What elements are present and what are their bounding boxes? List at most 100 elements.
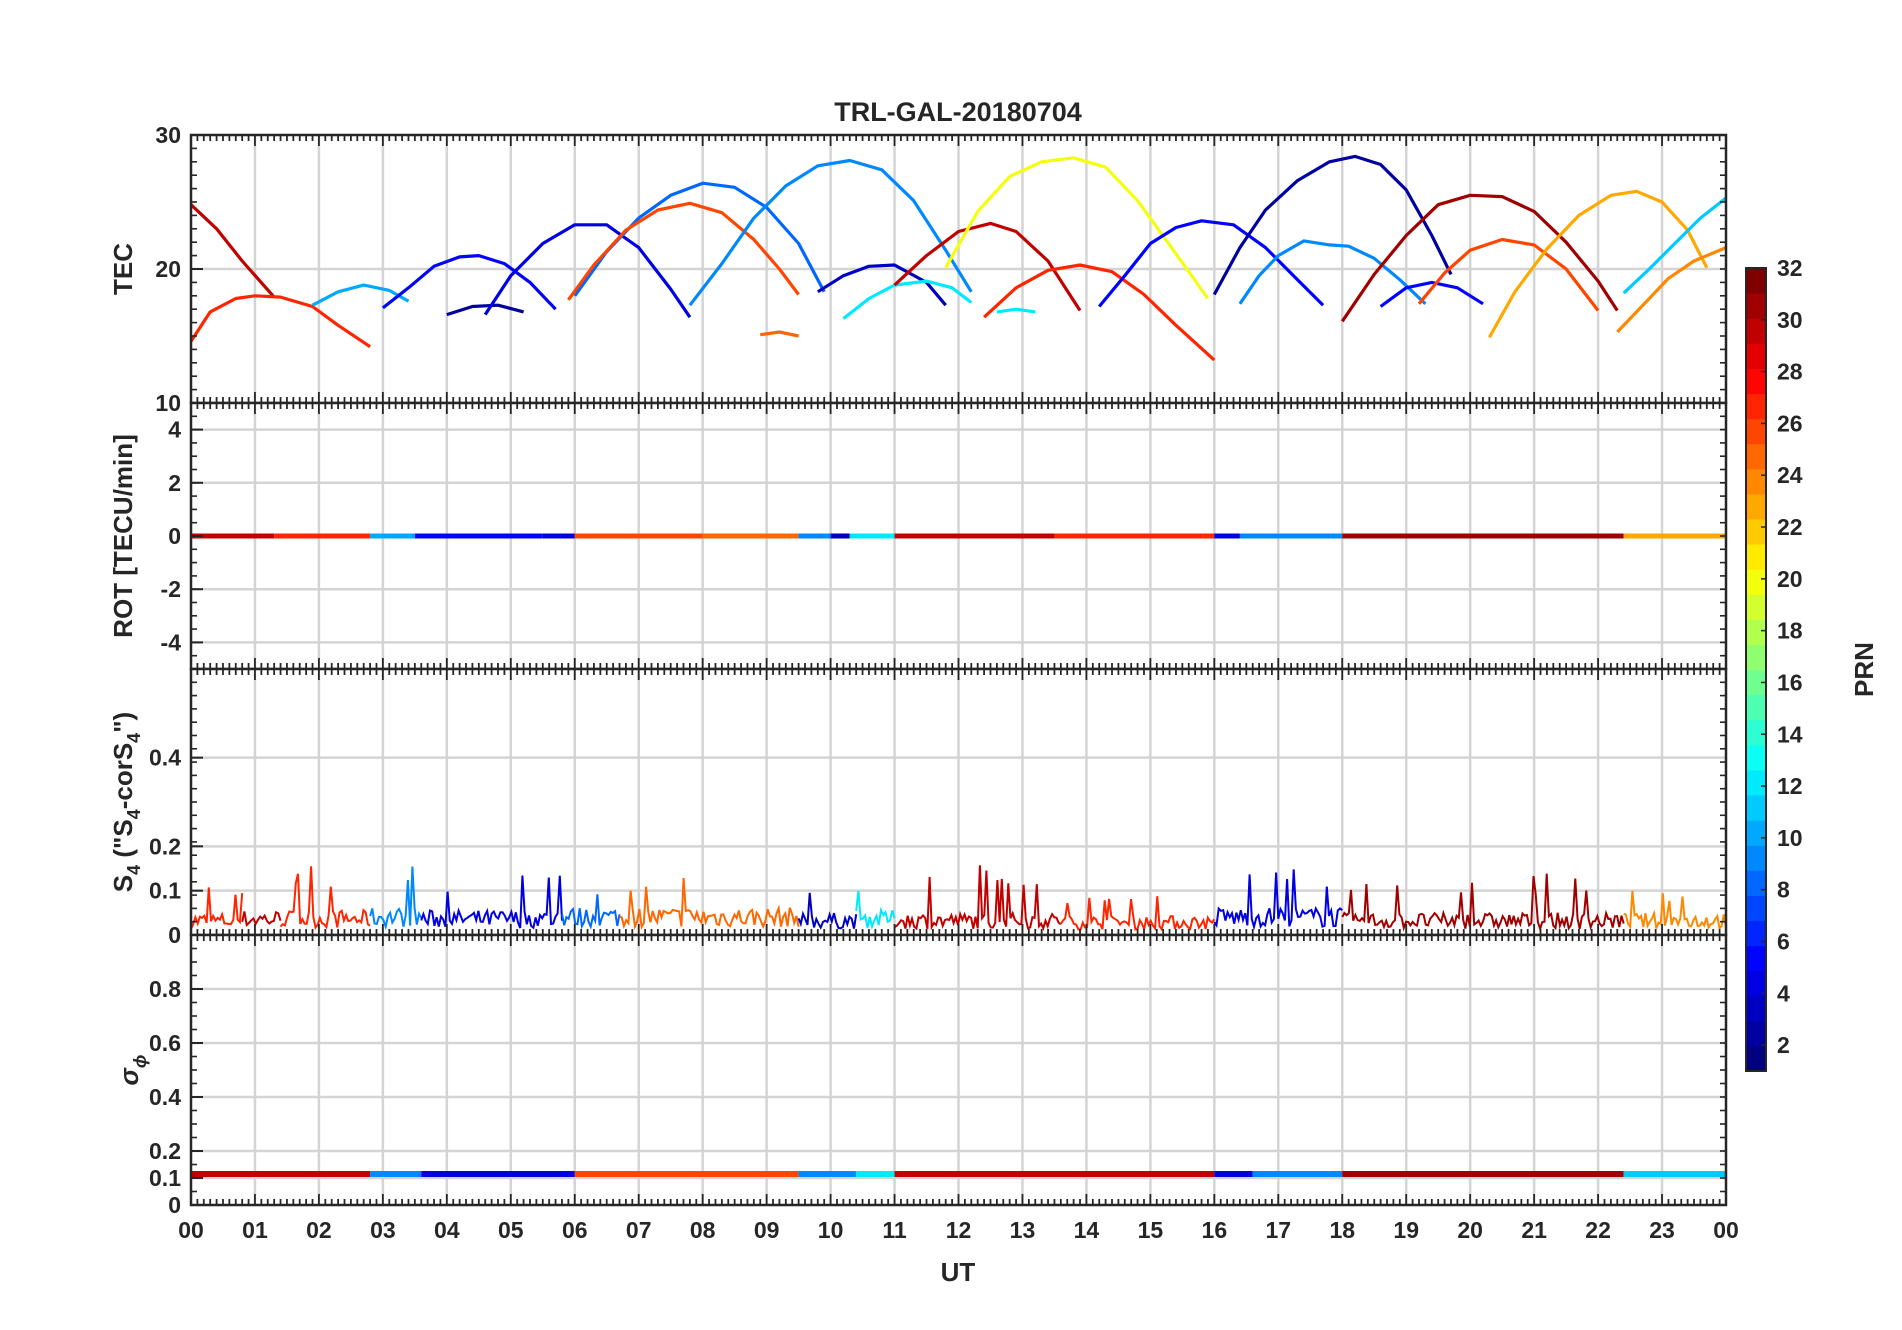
colorbar-swatch: [1746, 870, 1766, 896]
y-axis-label-part: "): [108, 712, 138, 733]
x-tick-label: 04: [434, 1217, 460, 1243]
tec-series-prn-5-3: [381, 254, 557, 311]
colorbar-swatch: [1746, 518, 1766, 545]
y-tick-label-tec: 10: [155, 390, 181, 416]
tec-series-prn-4-5: [483, 223, 692, 319]
colorbar-swatch: [1746, 1020, 1766, 1047]
colorbar-swatch: [1746, 820, 1766, 846]
y-axis-label-part: ϕ: [130, 1055, 150, 1069]
x-tick-label: 14: [1074, 1217, 1100, 1243]
s4-segment-prn-27-0: [190, 887, 244, 930]
s4-segment-prn-27-2: [279, 866, 371, 931]
colorbar-label: PRN: [1849, 642, 1879, 697]
y-tick-label-rot: -2: [161, 576, 181, 602]
x-tick-label: 18: [1329, 1217, 1355, 1243]
tec-series-prn-11-23: [1622, 196, 1727, 295]
colorbar-swatch: [1746, 845, 1766, 871]
x-tick-label: 10: [818, 1217, 844, 1243]
tec-series-prn-26-7: [567, 201, 800, 301]
tec-series-prn-12-14: [996, 307, 1036, 314]
x-tick-label: 05: [498, 1217, 524, 1243]
y-axis-label-part: -corS: [108, 743, 138, 809]
y-axis-label-s4: S4 ("S4-corS4"): [108, 712, 144, 892]
y-axis-label-part: σ: [114, 1066, 144, 1085]
colorbar-tick-label: 18: [1777, 618, 1803, 644]
x-tick-label: 17: [1265, 1217, 1291, 1243]
s4-segment-prn-8-5: [561, 894, 621, 930]
tec-series-prn-26-21: [1417, 237, 1600, 312]
y-axis-label-part: 4: [124, 809, 144, 819]
colorbar-swatch: [1746, 744, 1766, 771]
colorbar-swatch: [1746, 443, 1766, 470]
x-tick-label: 19: [1393, 1217, 1419, 1243]
tec-series-prn-9-8: [688, 158, 973, 307]
x-tick-label: 06: [562, 1217, 588, 1243]
y-tick-label-sigma: 0.8: [149, 976, 181, 1002]
x-tick-label: 03: [370, 1217, 396, 1243]
tec-series-prn-27-15: [983, 263, 1216, 362]
s4-segment-prn-3-7: [797, 892, 858, 930]
y-tick-label-sigma: 0.2: [149, 1138, 181, 1164]
colorbar-swatch: [1746, 995, 1766, 1022]
x-tick-label: 07: [626, 1217, 652, 1243]
panel-rot: -4 -2 0 2 4 ROT [TECU/min]: [108, 401, 1728, 671]
tec-series-prn-23-22: [1488, 189, 1709, 339]
colorbar-swatch: [1746, 895, 1766, 922]
s4-segment-prn-4-4: [420, 875, 563, 930]
s4-segment-prn-4-11: [1213, 869, 1343, 931]
x-tick-label: 09: [754, 1217, 780, 1243]
tec-series-prn-10-2: [311, 283, 410, 307]
tec-series-prn-3-10: [816, 263, 947, 307]
colorbar-swatch: [1746, 669, 1766, 696]
colorbar-frame: [1745, 267, 1767, 1072]
colorbar-tick-label: 20: [1777, 566, 1803, 592]
y-tick-label-rot: 2: [168, 470, 181, 496]
x-tick-label: 00: [1713, 1217, 1739, 1243]
colorbar-swatch: [1746, 569, 1766, 595]
y-axis-label-part: 4: [124, 865, 144, 875]
s4-segment-prn-31-12: [1341, 873, 1625, 933]
s4-segment-prn-30-1: [241, 910, 282, 928]
y-tick-label-s4: 0.1: [149, 878, 181, 904]
colorbar-tick-label: 24: [1777, 462, 1803, 488]
x-tick-label: 01: [242, 1217, 268, 1243]
colorbar-tick-label: 6: [1777, 928, 1790, 954]
s4-segment-prn-25-6: [619, 877, 800, 931]
x-tick-label: 02: [306, 1217, 332, 1243]
y-tick-label-rot: 0: [168, 523, 181, 549]
colorbar-tick-label: 4: [1777, 980, 1790, 1006]
tec-series-prn-12-11: [842, 279, 973, 320]
colorbar-swatch: [1746, 343, 1766, 369]
y-tick-label-rot: -4: [161, 629, 182, 655]
x-tick-label: 23: [1649, 1217, 1675, 1243]
s4-segment-prn-9-3: [369, 866, 423, 931]
x-tick-label: 13: [1010, 1217, 1036, 1243]
x-tick-label: 12: [946, 1217, 972, 1243]
y-tick-label-sigma: 0: [168, 1192, 181, 1218]
colorbar-swatch: [1746, 544, 1766, 570]
tec-series-prn-9-18: [1238, 239, 1427, 305]
colorbar-swatch: [1746, 393, 1766, 420]
colorbar-swatch: [1746, 920, 1766, 947]
colorbar-tick-label: 22: [1777, 514, 1803, 540]
panel-sigma-frame: [189, 933, 1728, 1207]
y-axis-label-sigma: σϕ: [114, 1055, 150, 1086]
s4-segment-prn-30-9: [893, 865, 1062, 932]
colorbar-swatch: [1746, 468, 1766, 495]
y-axis-label-part: 4: [124, 733, 144, 743]
colorbar-tick-label: 10: [1777, 825, 1803, 851]
x-tick-label: 21: [1521, 1217, 1547, 1243]
colorbar-swatch: [1746, 945, 1766, 972]
y-axis-label-part: S: [108, 875, 138, 892]
colorbar-swatch: [1746, 318, 1766, 344]
colorbar-tick-label: 14: [1777, 721, 1803, 747]
colorbar-swatch: [1746, 694, 1766, 721]
colorbar-swatch: [1746, 769, 1766, 796]
colorbar-swatch: [1746, 970, 1766, 997]
chart-title: TRL-GAL-20180704: [834, 97, 1082, 127]
colorbar-swatch: [1746, 418, 1766, 445]
colorbar-swatch: [1746, 794, 1766, 821]
